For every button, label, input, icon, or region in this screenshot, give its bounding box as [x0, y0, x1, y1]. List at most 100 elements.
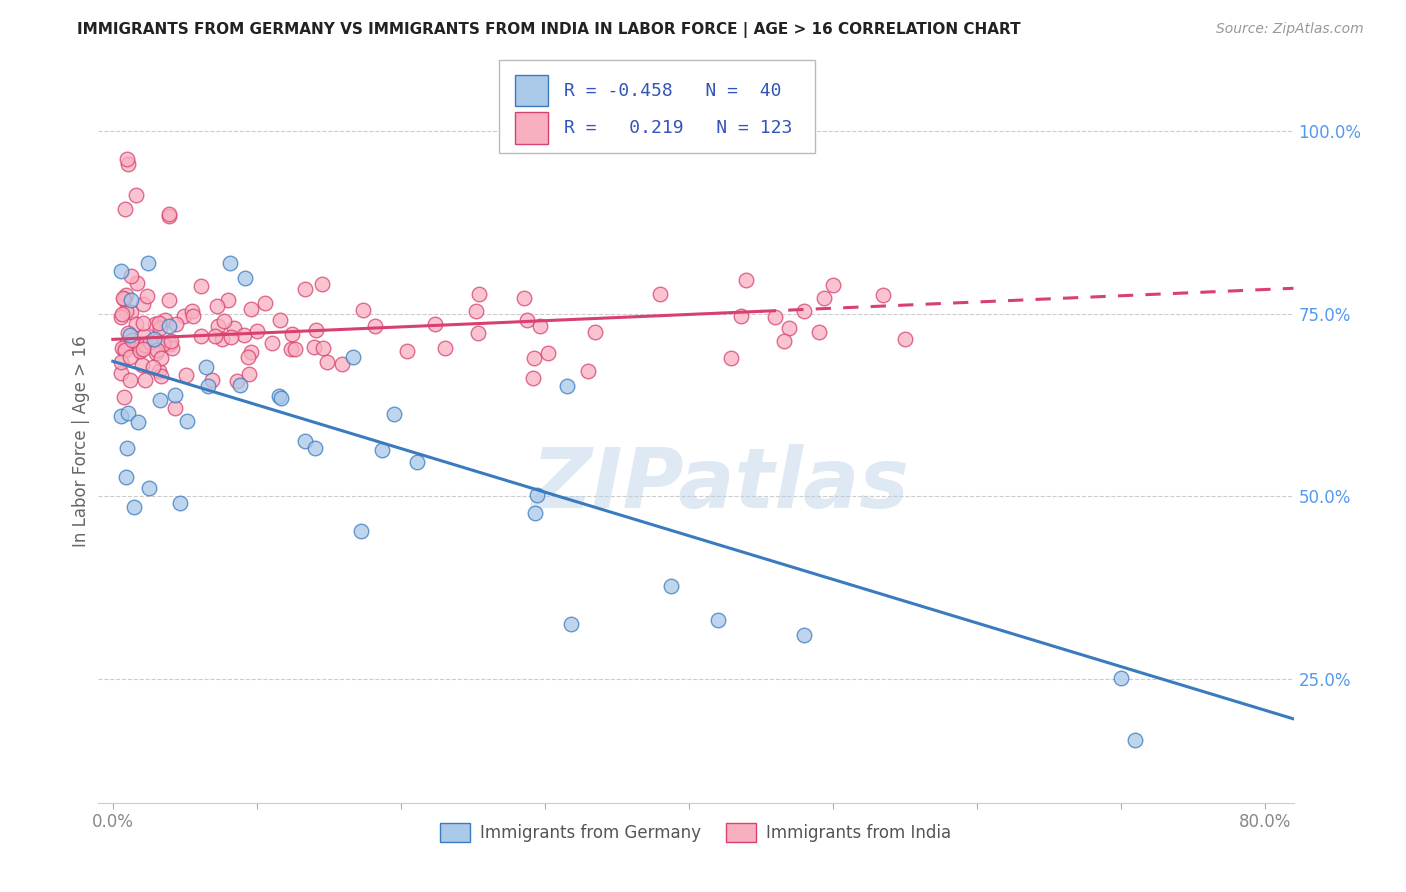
Point — [433, 341, 456, 355]
Point — [169, 496, 191, 510]
Point — [117, 406, 139, 420]
Point — [226, 375, 249, 389]
Point — [146, 343, 169, 357]
Point — [236, 350, 259, 364]
Point — [200, 373, 222, 387]
Text: R =   0.219   N = 123: R = 0.219 N = 123 — [564, 119, 792, 137]
Point — [267, 388, 290, 402]
Point — [537, 346, 560, 360]
Point — [204, 329, 226, 343]
Point — [294, 282, 316, 296]
Point — [136, 256, 159, 270]
Point — [423, 318, 446, 332]
Point — [112, 342, 135, 356]
Point — [149, 368, 172, 383]
Point — [115, 152, 138, 166]
Point — [160, 341, 183, 355]
Point — [176, 414, 198, 428]
Point — [382, 407, 405, 421]
Point — [522, 370, 544, 384]
Point — [138, 481, 160, 495]
Point — [114, 343, 136, 358]
Y-axis label: In Labor Force | Age > 16: In Labor Force | Age > 16 — [72, 335, 90, 548]
Point — [219, 256, 242, 270]
Point — [146, 333, 169, 347]
Point — [145, 346, 167, 360]
Point — [239, 301, 262, 316]
Point — [163, 401, 186, 415]
Point — [468, 287, 491, 301]
Point — [332, 357, 354, 371]
Point — [148, 316, 170, 330]
Point — [219, 330, 242, 344]
Legend: Immigrants from Germany, Immigrants from India: Immigrants from Germany, Immigrants from… — [433, 816, 959, 848]
Point — [122, 500, 145, 514]
Point — [350, 524, 373, 539]
Point — [872, 288, 894, 302]
Point — [523, 506, 546, 520]
Text: ZIPatlas: ZIPatlas — [531, 444, 908, 525]
Point — [207, 300, 229, 314]
Point — [371, 442, 394, 457]
Point — [735, 273, 758, 287]
Point — [132, 329, 155, 343]
Point — [181, 309, 204, 323]
Point — [706, 613, 728, 627]
Point — [233, 327, 256, 342]
Point — [134, 338, 156, 352]
Point — [240, 344, 263, 359]
Point — [523, 351, 546, 366]
Point — [217, 293, 239, 307]
Point — [129, 344, 152, 359]
Point — [305, 323, 328, 337]
Point — [190, 278, 212, 293]
Point — [110, 310, 132, 324]
Point — [190, 329, 212, 343]
Point — [648, 287, 671, 301]
Point — [246, 324, 269, 338]
Point — [280, 343, 302, 357]
Point — [238, 368, 260, 382]
Point — [207, 319, 229, 334]
Point — [120, 327, 142, 342]
Point — [132, 316, 155, 330]
Point — [110, 264, 132, 278]
Point — [143, 317, 166, 331]
Point — [197, 379, 219, 393]
Point — [560, 616, 582, 631]
Point — [464, 304, 486, 318]
Point — [157, 318, 180, 333]
Point — [165, 317, 187, 331]
Point — [174, 368, 197, 383]
Point — [114, 202, 136, 216]
Point — [149, 321, 172, 335]
Point — [304, 339, 326, 353]
Text: R = -0.458   N =  40: R = -0.458 N = 40 — [564, 81, 782, 100]
Point — [160, 334, 183, 348]
Point — [583, 326, 606, 340]
Point — [111, 341, 134, 355]
Point — [131, 342, 153, 356]
Point — [778, 320, 800, 334]
Point — [578, 364, 600, 378]
Point — [821, 278, 844, 293]
Point — [730, 309, 752, 323]
Point — [127, 415, 149, 429]
Point — [127, 277, 149, 291]
Point — [516, 313, 538, 327]
FancyBboxPatch shape — [515, 75, 548, 106]
Point — [555, 378, 578, 392]
Point — [813, 291, 835, 305]
Point — [115, 288, 138, 302]
Point — [121, 305, 143, 319]
Point — [315, 355, 337, 369]
Point — [304, 441, 326, 455]
Point — [115, 335, 138, 350]
Point — [139, 334, 162, 349]
Point — [195, 359, 218, 374]
Point — [284, 342, 307, 356]
Point — [120, 293, 142, 307]
Point — [110, 367, 132, 381]
Point — [111, 307, 134, 321]
Point — [793, 304, 815, 318]
